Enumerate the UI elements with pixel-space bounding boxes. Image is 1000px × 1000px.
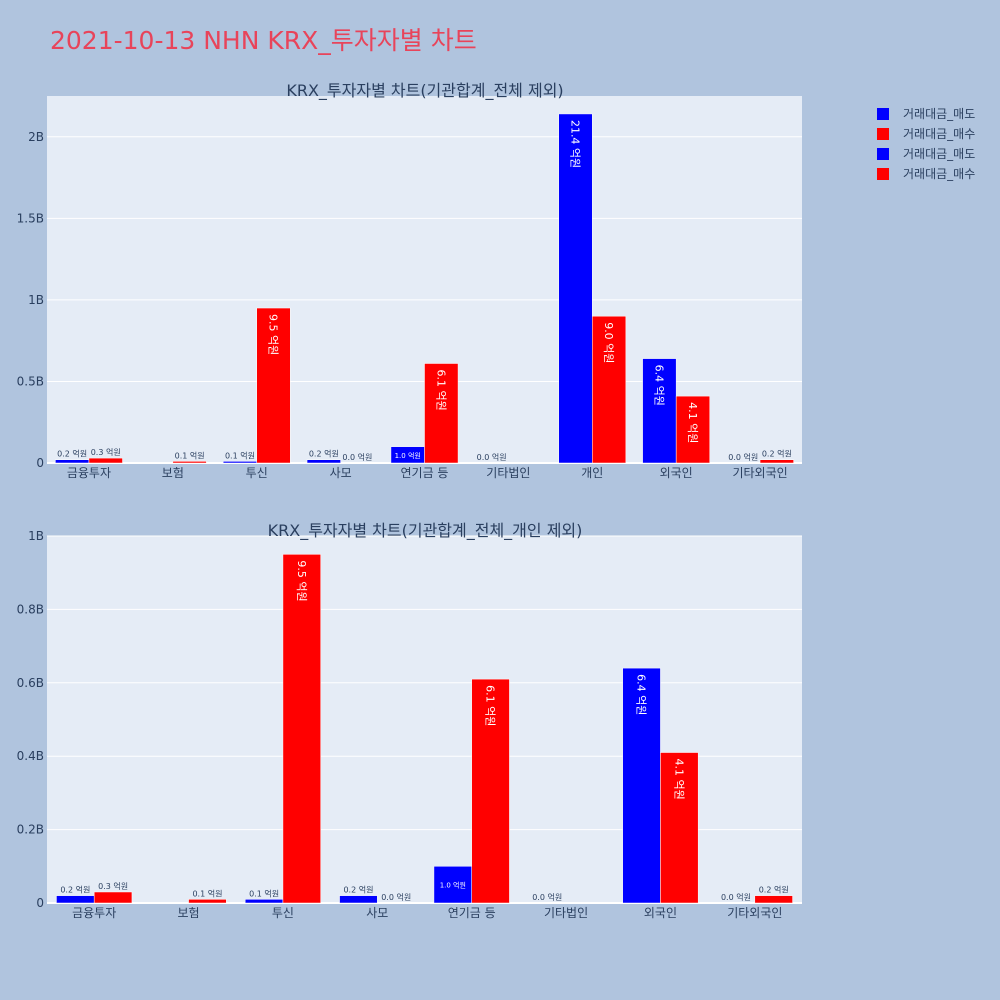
bar-sell[interactable] <box>222 461 257 464</box>
bar-data-label: 0.1 억원 <box>175 450 205 460</box>
bar-buy[interactable] <box>93 891 133 904</box>
bar-data-label: 0.0 억원 <box>381 892 411 902</box>
x-tick-label: 투신 <box>272 906 294 920</box>
bar-sell[interactable] <box>433 866 472 904</box>
chart-bottom-title: KRX_투자자별 차트(기관합계_전체_개인 제외) <box>268 521 583 541</box>
bar-data-label: 0.0 억원 <box>342 452 372 462</box>
bar-buy[interactable] <box>471 678 510 904</box>
bar-buy[interactable] <box>592 315 627 464</box>
bar-buy[interactable] <box>675 395 710 464</box>
bar-buy[interactable] <box>754 895 793 904</box>
y-tick-label: 0 <box>36 456 44 470</box>
y-tick-label: 0.8B <box>17 602 44 616</box>
bar-data-label: 9.0 억원 <box>602 322 615 363</box>
bar-data-label: 0.0 억원 <box>728 452 758 462</box>
bar-sell[interactable] <box>56 895 95 904</box>
bar-data-label: 0.1 억원 <box>225 450 255 460</box>
bar-data-label: 0.2 억원 <box>762 449 792 459</box>
bar-data-label: 0.0 억원 <box>532 892 562 902</box>
y-tick-label: 1B <box>28 293 44 307</box>
bar-data-label: 21.4 억원 <box>569 120 582 168</box>
bar-data-label: 6.4 억원 <box>635 674 648 715</box>
x-tick-label: 기타외국인 <box>727 906 782 920</box>
legend-label[interactable]: 거래대금_매수 <box>903 127 975 141</box>
y-tick-label: 0.2B <box>17 823 44 837</box>
bar-buy[interactable] <box>660 752 699 904</box>
y-tick-label: 2B <box>28 130 44 144</box>
y-tick-label: 0.4B <box>17 749 44 763</box>
bar-data-label: 4.1 억원 <box>672 759 685 800</box>
legend-swatch[interactable] <box>877 148 889 160</box>
bar-data-label: 0.2 억원 <box>57 449 87 459</box>
bar-data-label: 0.3 억원 <box>98 881 128 891</box>
legend-label[interactable]: 거래대금_매도 <box>903 147 975 161</box>
bar-buy[interactable] <box>172 461 207 464</box>
x-tick-label: 보험 <box>178 906 200 920</box>
x-tick-label: 기타법인 <box>486 466 530 480</box>
bar-buy[interactable] <box>424 363 459 464</box>
y-tick-label: 0.6B <box>17 676 44 690</box>
y-tick-label: 0 <box>36 896 44 910</box>
bar-sell[interactable] <box>306 459 341 464</box>
x-tick-label: 보험 <box>162 466 184 480</box>
bar-data-label: 0.2 억원 <box>309 449 339 459</box>
bar-data-label: 0.1 억원 <box>192 888 222 898</box>
bar-sell[interactable] <box>558 113 593 464</box>
bar-data-label: 1.0 억원 <box>440 881 466 890</box>
x-tick-label: 연기금 등 <box>448 906 496 920</box>
bar-sell[interactable] <box>622 667 661 904</box>
bar-data-label: 0.3 억원 <box>91 447 121 457</box>
bar-data-label: 4.1 억원 <box>686 402 699 443</box>
x-tick-label: 연기금 등 <box>401 466 449 480</box>
bar-data-label: 1.0 억원 <box>395 451 421 460</box>
bar-data-label: 0.2 억원 <box>343 885 373 895</box>
legend-swatch[interactable] <box>877 108 889 120</box>
page-title: 2021-10-13 NHN KRX_투자자별 차트 <box>50 26 477 55</box>
bar-buy[interactable] <box>188 899 227 904</box>
bar-data-label: 6.4 억원 <box>652 365 665 406</box>
x-tick-label: 사모 <box>330 466 352 480</box>
y-tick-label: 1.5B <box>17 211 44 225</box>
chart-top-title: KRX_투자자별 차트(기관합계_전체 제외) <box>286 81 563 101</box>
x-tick-label: 사모 <box>366 906 388 920</box>
bar-buy[interactable] <box>759 459 794 464</box>
bar-sell[interactable] <box>244 899 284 904</box>
bar-data-label: 0.2 억원 <box>60 885 90 895</box>
bar-sell[interactable] <box>55 459 90 464</box>
x-tick-label: 기타법인 <box>544 906 588 920</box>
bar-data-label: 6.1 억원 <box>434 370 447 411</box>
bar-data-label: 0.0 억원 <box>477 452 507 462</box>
x-tick-label: 외국인 <box>660 466 693 480</box>
x-tick-label: 금융투자 <box>67 466 111 480</box>
y-tick-label: 0.5B <box>17 374 44 388</box>
bar-data-label: 0.0 억원 <box>721 892 751 902</box>
bar-data-label: 0.2 억원 <box>759 885 789 895</box>
x-tick-label: 투신 <box>246 466 268 480</box>
legend-label[interactable]: 거래대금_매수 <box>903 167 975 181</box>
bar-buy[interactable] <box>88 457 123 464</box>
x-tick-label: 외국인 <box>644 906 677 920</box>
y-tick-label: 1B <box>28 529 44 543</box>
bar-data-label: 6.1 억원 <box>484 685 497 726</box>
bar-data-label: 9.5 억원 <box>267 314 280 355</box>
bar-buy[interactable] <box>282 554 321 904</box>
legend-swatch[interactable] <box>877 128 889 140</box>
x-tick-label: 개인 <box>581 466 603 480</box>
legend-label[interactable]: 거래대금_매도 <box>903 107 975 121</box>
bar-sell[interactable] <box>339 895 378 904</box>
bar-data-label: 0.1 억원 <box>249 888 279 898</box>
bar-data-label: 9.5 억원 <box>295 560 308 601</box>
x-tick-label: 기타외국인 <box>732 466 787 480</box>
legend-swatch[interactable] <box>877 168 889 180</box>
bar-buy[interactable] <box>256 307 291 464</box>
x-tick-label: 금융투자 <box>72 906 116 920</box>
bar-sell[interactable] <box>642 358 677 464</box>
